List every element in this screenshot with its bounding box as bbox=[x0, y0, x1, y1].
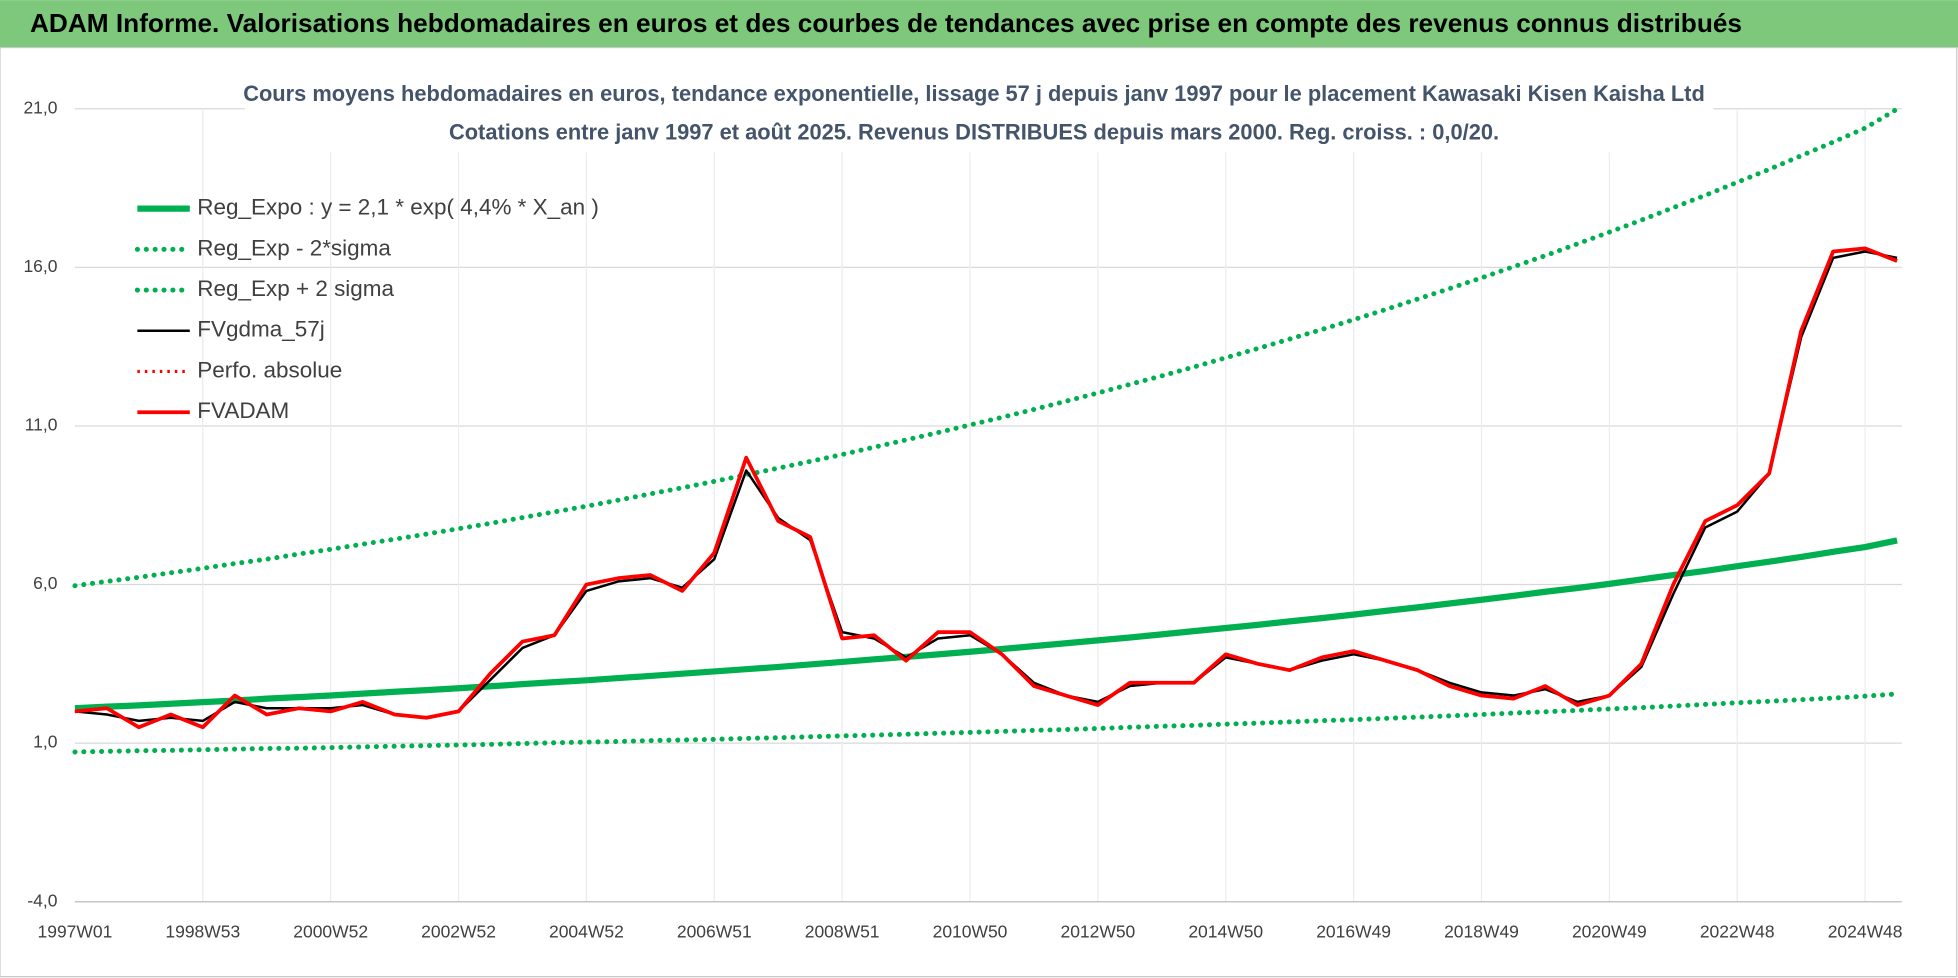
legend-label: Perfo. absolue bbox=[197, 357, 342, 382]
chart-title: Cours moyens hebdomadaires en euros, ten… bbox=[243, 81, 1705, 106]
plot-area: -4,0 1,0 6,0 11,0 16,0 21,0 1997W01 1998W53 2000… bbox=[23, 97, 1902, 941]
y-tick-label: 1,0 bbox=[33, 732, 58, 752]
series-line bbox=[74, 246, 1898, 730]
x-tick-label: 2008W51 bbox=[805, 922, 880, 942]
header-bar bbox=[0, 0, 1958, 48]
x-tick-label: 2010W50 bbox=[933, 922, 1008, 942]
y-tick-label: -4,0 bbox=[27, 890, 57, 910]
y-tick-label: 16,0 bbox=[23, 256, 57, 276]
y-tick-label: 11,0 bbox=[25, 415, 58, 435]
legend-label: Reg_Exp - 2*sigma bbox=[197, 235, 391, 260]
x-tick-label: 2006W51 bbox=[677, 922, 752, 942]
header-title: ADAM Informe. Valorisations hebdomadaire… bbox=[30, 8, 1742, 38]
x-tick-label: 2002W52 bbox=[421, 922, 496, 942]
x-tick-label: 1997W01 bbox=[38, 922, 113, 942]
x-tick-label: 1998W53 bbox=[165, 922, 240, 942]
series-line bbox=[72, 106, 1900, 589]
x-tick-label: 2022W48 bbox=[1700, 922, 1775, 942]
x-tick-label: 2000W52 bbox=[293, 922, 368, 942]
x-tick-label: 2018W49 bbox=[1444, 922, 1519, 942]
series-line bbox=[72, 691, 1900, 755]
x-tick-label: 2012W50 bbox=[1060, 922, 1135, 942]
series-line bbox=[74, 537, 1898, 712]
legend-label: FVADAM bbox=[197, 398, 289, 423]
x-tick-label: 2014W50 bbox=[1188, 922, 1263, 942]
x-tick-label: 2020W49 bbox=[1572, 922, 1647, 942]
legend-label: Reg_Expo : y = 2,1 * exp( 4,4% * X_an ) bbox=[197, 195, 599, 220]
x-tick-label: 2004W52 bbox=[549, 922, 624, 942]
legend-label: Reg_Exp + 2 sigma bbox=[197, 276, 394, 301]
legend-label: FVgdma_57j bbox=[197, 317, 324, 342]
x-tick-label: 2016W49 bbox=[1316, 922, 1391, 942]
y-tick-label: 21,0 bbox=[23, 97, 57, 117]
title-box bbox=[244, 77, 1714, 153]
x-tick-label: 2024W48 bbox=[1828, 922, 1903, 942]
chart-subtitle: Cotations entre janv 1997 et août 2025. … bbox=[449, 120, 1499, 145]
y-tick-label: 6,0 bbox=[33, 573, 58, 593]
chart-frame bbox=[0, 46, 1958, 978]
